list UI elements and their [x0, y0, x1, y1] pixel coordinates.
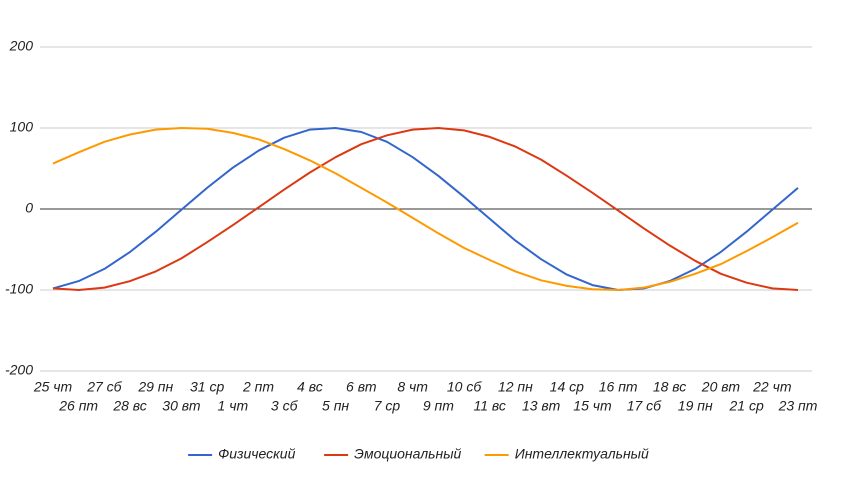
x-tick-label: 16 пт — [599, 379, 638, 395]
x-tick-label: 25 чт — [33, 379, 73, 395]
x-tick-label: 12 пн — [498, 379, 533, 395]
x-tick-label: 3 сб — [271, 398, 299, 414]
x-tick-label: 27 сб — [86, 379, 122, 395]
x-tick-label: 18 вс — [653, 379, 686, 395]
y-tick-label: 100 — [10, 119, 34, 135]
x-tick-label: 22 чт — [752, 379, 792, 395]
x-tick-label: 29 пн — [137, 379, 173, 395]
x-tick-label: 20 вт — [701, 379, 741, 395]
x-tick-label: 19 пн — [678, 398, 713, 414]
x-tick-label: 6 вт — [346, 379, 377, 395]
x-tick-label: 11 вс — [474, 398, 506, 414]
x-tick-label: 7 ср — [374, 398, 401, 414]
x-tick-label: 9 пт — [423, 398, 454, 414]
x-tick-label: 30 вт — [162, 398, 201, 414]
x-tick-label: 17 сб — [627, 398, 662, 414]
x-tick-label: 26 пт — [58, 398, 98, 414]
legend-label: Физический — [218, 446, 295, 462]
x-tick-label: 10 сб — [447, 379, 482, 395]
x-tick-label: 14 ср — [550, 379, 584, 395]
x-tick-label: 1 чт — [218, 398, 249, 414]
legend-label: Эмоциональный — [354, 446, 461, 462]
x-tick-label: 13 вт — [522, 398, 561, 414]
x-tick-label: 4 вс — [297, 379, 323, 395]
x-tick-label: 21 ср — [728, 398, 763, 414]
y-tick-label: 200 — [9, 38, 34, 54]
line-series — [52, 127, 799, 291]
x-tick-label: 15 чт — [573, 398, 612, 414]
y-tick-label: 0 — [25, 200, 33, 216]
x-tick-label: 2 пт — [242, 379, 274, 395]
line-series — [52, 127, 799, 291]
x-tick-label: 23 пт — [778, 398, 818, 414]
y-tick-label: -100 — [5, 281, 33, 297]
x-tick-label: 8 чт — [397, 379, 428, 395]
x-tick-label: 28 вс — [112, 398, 146, 414]
line-series — [52, 127, 799, 291]
x-tick-label: 31 ср — [190, 379, 224, 395]
y-tick-label: -200 — [5, 362, 33, 378]
x-tick-label: 5 пн — [322, 398, 349, 414]
legend-label: Интеллектуальный — [515, 446, 649, 462]
